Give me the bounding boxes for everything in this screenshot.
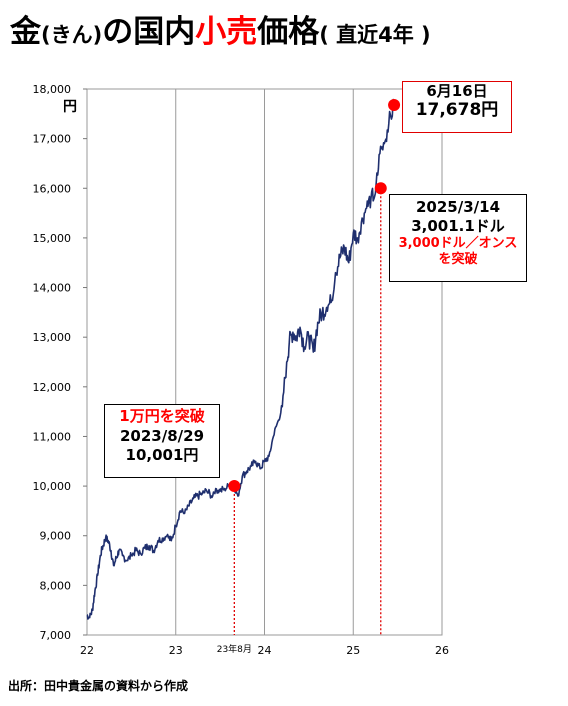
highlight-point [374,182,387,195]
highlight-point [228,480,241,493]
annotation-3000-date: 2025/3/14 [415,198,501,216]
y-tick-label: 10,000 [33,480,72,493]
annotation-3000-note2: を突破 [438,251,478,267]
y-tick-label: 14,000 [33,282,72,295]
title-paren: ( 直近4年 ) [319,23,431,47]
y-tick-label: 18,000 [33,83,72,96]
x-tick-label: 26 [435,644,449,657]
annotation-10000-price: 10,001円 [125,446,199,464]
x-tick-label: 25 [346,644,360,657]
y-unit-label: 円 [63,99,77,115]
y-tick-label: 11,000 [33,430,72,443]
y-tick-label: 7,000 [40,629,72,642]
y-tick-label: 8,000 [40,579,72,592]
source-note: 出所：田中貴金属の資料から作成 [8,679,189,693]
annotation-10000-note: 1万円を突破 [119,407,205,425]
x-tick-label: 23 [169,644,183,657]
annotation-latest-date: 6月16日 [426,82,488,100]
annotation-latest-price: 17,678円 [415,100,499,120]
title-part: の国内 [102,14,196,50]
y-tick-label: 12,000 [33,381,72,394]
y-tick-label: 16,000 [33,182,72,195]
y-tick-label: 17,000 [33,133,72,146]
annotation-3000: 2025/3/14 3,001.1ドル 3,000ドル／オンス を突破 [389,194,527,282]
y-tick-label: 15,000 [33,232,72,245]
y-tick-label: 9,000 [40,530,72,543]
x-tick-label: 22 [80,644,94,657]
annotation-latest: 6月16日 17,678円 [402,81,512,133]
x-extra-label: 23年8月 [217,643,252,655]
title-part: 価格 [257,14,320,50]
x-tick-label: 24 [258,644,272,657]
highlight-point [388,98,401,111]
y-tick-label: 13,000 [33,331,72,344]
annotation-10000-date: 2023/8/29 [119,426,205,445]
annotation-3000-price: 3,001.1ドル [411,216,505,235]
title-accent: 小売 [195,14,258,50]
price-series-line [86,98,395,620]
annotation-10000: 1万円を突破 2023/8/29 10,001円 [104,404,220,478]
chart-title: 金(きん)の国内小売価格( 直近4年 ) [10,6,431,51]
annotation-3000-note: 3,000ドル／オンス [398,235,518,251]
title-paren: (きん) [41,23,103,47]
title-part: 金 [10,14,41,50]
